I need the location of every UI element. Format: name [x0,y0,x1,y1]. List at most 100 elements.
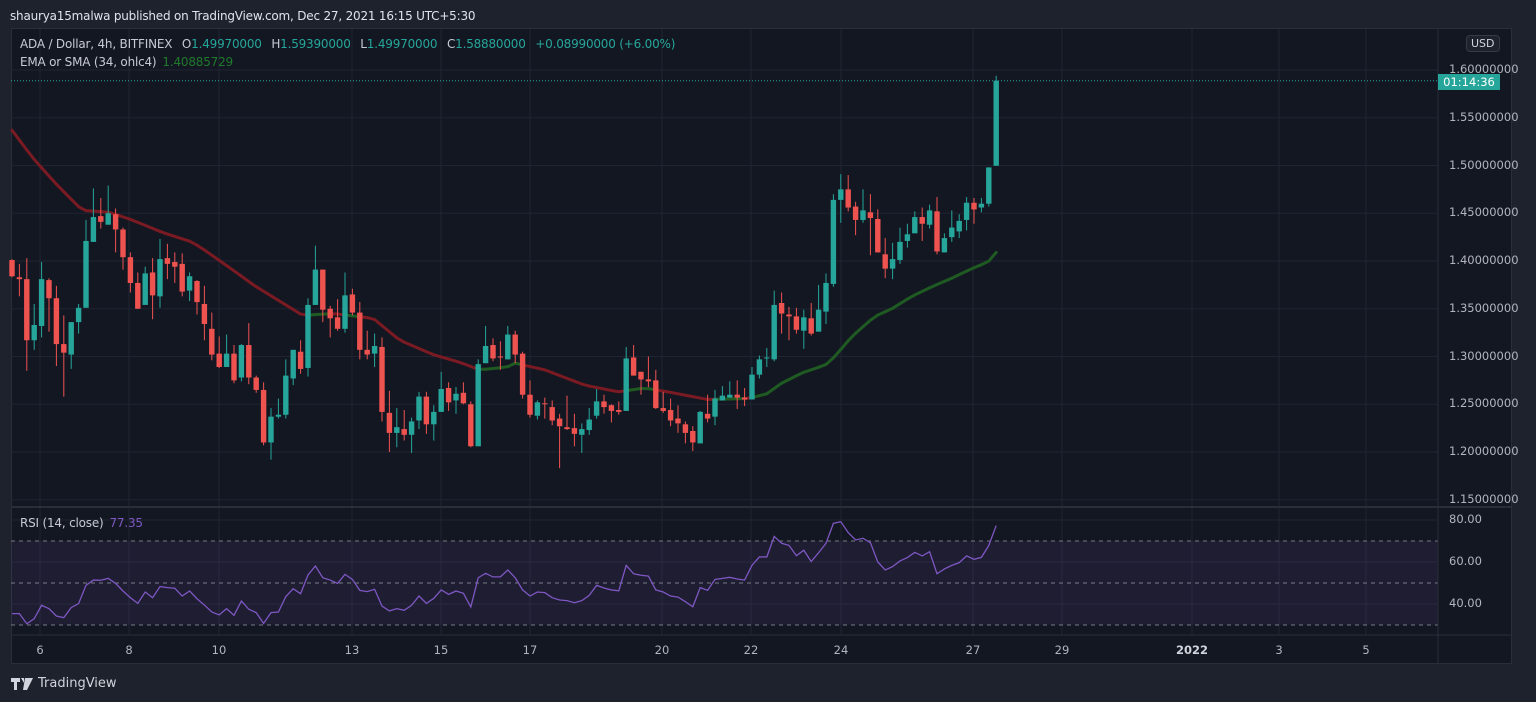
candle [815,284,822,332]
candle-body [971,202,977,210]
candle-body [98,216,104,222]
candle [46,278,52,332]
candle-body [682,424,689,433]
ema-legend[interactable]: EMA or SMA (34, ohlc4) 1.40885729 [20,55,233,69]
candle [919,207,925,241]
candle [246,323,252,385]
candle [408,417,415,453]
candle [460,382,467,405]
candle-body [297,351,304,369]
candle [149,258,156,320]
candle-body [667,409,674,421]
candle-body [912,217,918,234]
candle-body [919,217,925,224]
candle [38,261,45,338]
price-tick: 1.20000000 [1449,444,1519,458]
candle-body [793,316,800,330]
low-value: 1.49970000 [366,37,438,51]
candle-body [771,304,777,360]
candle [667,398,674,427]
candle [16,263,23,297]
candle-body [860,210,866,220]
candle [778,292,785,334]
candle [172,252,178,283]
candle-body [320,269,326,310]
ema-segment [239,274,251,284]
price-tick: 1.30000000 [1449,348,1519,363]
candle [275,398,282,419]
candle [719,386,726,401]
countdown-label: 01:14:36 [1438,74,1500,90]
symbol-legend[interactable]: ADA / Dollar, 4h, BITFINEX O1.49970000 H… [20,37,675,51]
candle-body [823,282,829,312]
candle [320,269,326,323]
candle [845,175,851,212]
candle-body [934,211,940,252]
candle-body [941,238,948,253]
ema-value: 1.40885729 [162,55,233,69]
currency-button[interactable]: USD [1466,35,1500,52]
candle-body [135,282,141,309]
candle [512,330,518,364]
price-tick: 1.40000000 [1449,253,1519,267]
candle-body [638,371,644,380]
candle-body [179,263,185,292]
candle-body [749,374,755,400]
candle-body [216,353,222,368]
candle-body [416,396,422,421]
candle-body [83,240,89,308]
rsi-label: RSI (14, close) [20,516,104,530]
candle [453,387,459,414]
candle [186,272,193,302]
candle [860,189,866,223]
candle-body [127,257,134,283]
chart-container[interactable] [11,28,1512,664]
candle-body [586,419,592,431]
candle-body [926,210,933,225]
rsi-legend[interactable]: RSI (14, close) 77.35 [20,516,143,530]
candle-body [371,345,378,354]
candle-body [201,303,208,325]
candle-body [571,428,578,434]
candle [704,394,711,423]
ema-segment [217,258,229,268]
candle [75,303,82,334]
price-tick: 1.60000000 [1449,62,1519,76]
candle [601,394,607,414]
candle [90,188,97,242]
candle [519,351,526,399]
candle [690,426,696,452]
candle-body [527,394,533,415]
candle [468,401,474,448]
candle-body [542,403,548,405]
candle [438,371,444,412]
candle-body [630,357,637,376]
candle [386,390,393,452]
candle-body [305,304,311,368]
candle-body [164,258,171,264]
price-tick: 1.15000000 [1449,491,1519,506]
candle [934,197,940,255]
candle-body [564,427,570,430]
high-label: H [271,37,281,51]
candle [105,185,111,225]
candle-body [394,427,400,433]
candles [9,75,999,469]
candle [963,197,970,231]
candle-body [438,388,444,412]
candle-body [445,388,452,403]
ema-segment [380,324,391,334]
ema-segment [861,318,872,329]
candle [260,382,267,446]
candle-body [112,214,119,230]
ema-segment [387,330,399,340]
ema-segment [47,174,58,186]
candle-body [616,409,622,412]
tradingview-logo[interactable]: TradingView [11,676,117,691]
candle [497,341,504,370]
candle-body [704,413,711,419]
candle [941,233,948,253]
candle-body [519,353,526,395]
candle-body [253,377,259,390]
